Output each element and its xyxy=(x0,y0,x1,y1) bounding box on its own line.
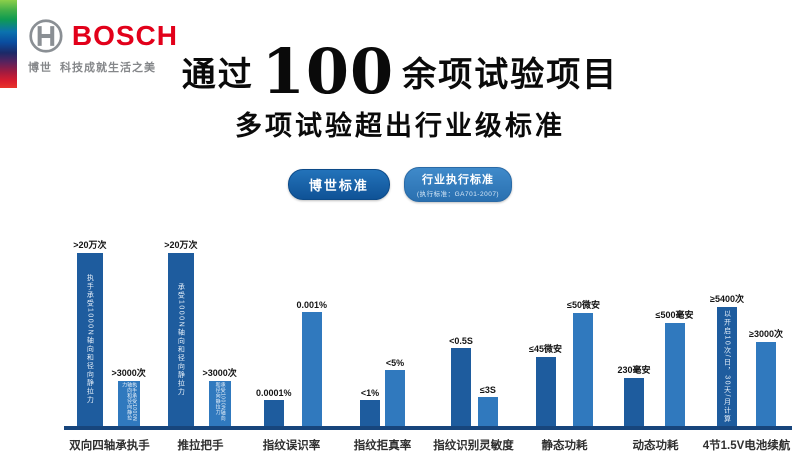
category-label: 动态功耗 xyxy=(632,440,679,452)
bar-group-8: ≥5400次以开启10次/日，30天/月计算 ≥3000次 xyxy=(701,222,792,426)
bar-value-label: ≤50微安 xyxy=(567,300,600,310)
bar-bosch xyxy=(360,400,380,426)
bar-value-label: ≤45微安 xyxy=(529,344,562,354)
bar-bosch: >20万次承受1000N轴向和径向静拉力 xyxy=(164,238,198,426)
bar-industry: ≤3S xyxy=(477,385,498,426)
bar-industry: >3000次承受1000N轴向和径向静拉力 xyxy=(203,366,237,426)
title-suffix: 余项试验项目 xyxy=(402,56,619,95)
bosch-tagline-cn: 博世 xyxy=(28,62,52,74)
legend-industry-subtext: (执行标准：GA701-2007) xyxy=(416,191,500,198)
chart-baseline xyxy=(64,426,792,430)
bar-inner-text: 执手承受1000N轴向和径向静拉力 xyxy=(86,274,94,405)
title-prefix: 通过 xyxy=(181,56,254,95)
bar-inner-text: 以开启10次/日，30天/月计算 xyxy=(723,309,731,424)
bar-pair: ≥5400次以开启10次/日，30天/月计算 ≥3000次 xyxy=(710,292,783,426)
bar-pair: >20万次 执手承受1000N轴向和径向静拉力 >3000次 执手承受1000N轴向和… xyxy=(73,238,146,426)
bar-industry xyxy=(301,312,322,426)
category-label: 推拉把手 xyxy=(177,440,224,452)
bar-bosch: ≤45微安 xyxy=(529,342,562,426)
bar-pair: >20万次 承受1000N轴向和径向静拉力 >3000次 承受1000N轴向和径向静拉… xyxy=(164,238,237,426)
bosch-tagline: 博世 科技成就生活之美 xyxy=(28,59,178,75)
bar-value-label: >3000次 xyxy=(202,368,237,378)
bar-industry: >3000次执手承受1000N轴向和径向静拉力 xyxy=(112,366,146,426)
bar-value-label: <5% xyxy=(385,358,405,368)
bar-industry xyxy=(385,370,405,426)
bar-value-label: <0.5S xyxy=(449,336,473,346)
bar-value-label: ≤500毫安 xyxy=(655,310,694,320)
category-label: 指纹识别灵敏度 xyxy=(433,440,514,452)
bar-groups-row: >20万次 执手承受1000N轴向和径向静拉力 >3000次 执手承受1000N轴向和… xyxy=(64,222,792,426)
bar-bosch: 以开启10次/日，30天/月计算 xyxy=(717,307,738,426)
bar-inner-text: 执手承受1000N轴向和径向静拉力 xyxy=(121,381,138,422)
bar-group-2: >20万次 承受1000N轴向和径向静拉力 >3000次 承受1000N轴向和径向静拉… xyxy=(155,222,246,426)
bar-inner-text: 承受1000N轴向和径向静拉力 xyxy=(177,282,185,397)
bosch-logo: BOSCH 博世 科技成就生活之美 xyxy=(28,18,178,75)
category-label: 4节1.5V电池续航 xyxy=(702,440,791,452)
bar-bosch: 执手承受1000N轴向和径向静拉力 xyxy=(76,253,103,426)
bar-industry xyxy=(755,342,776,426)
title-number: 100 xyxy=(261,35,395,108)
bar-bosch xyxy=(624,378,645,426)
bar-group-4: <1% <5% xyxy=(337,222,428,426)
bar-value-label: >20万次 xyxy=(73,240,107,250)
bar-pair: 230毫安 ≤500毫安 xyxy=(618,308,694,426)
bar-group-1: >20万次 执手承受1000N轴向和径向静拉力 >3000次 执手承受1000N轴向和… xyxy=(64,222,155,426)
bar-bosch: <1% xyxy=(360,388,380,426)
bar-group-3: 0.0001% 0.001% xyxy=(246,222,337,426)
bar-industry: 0.001% xyxy=(296,300,328,426)
category-label: 双向四轴承执手 xyxy=(69,440,150,452)
bar-value-label: >20万次 xyxy=(164,240,198,250)
bosch-tagline-text: 科技成就生活之美 xyxy=(60,62,156,74)
bosch-wordmark: BOSCH xyxy=(71,20,178,51)
bar-industry: <5% xyxy=(385,358,405,426)
page-title: 通过 100 余项试验项目 多项试验超出行业级标准 xyxy=(0,35,800,143)
bar-bosch xyxy=(451,348,471,426)
bar-chart: >20万次 执手承受1000N轴向和径向静拉力 >3000次 执手承受1000N轴向和… xyxy=(64,222,792,453)
bar-value-label: 230毫安 xyxy=(617,365,651,375)
category-row: 双向四轴承执手 推拉把手 指纹误识率 指纹拒真率 指纹识别灵敏度 静态功耗 动态功耗 4节1.… xyxy=(64,437,792,453)
bar-group-7: 230毫安 ≤500毫安 xyxy=(610,222,701,426)
category-label: 指纹误识率 xyxy=(262,440,321,452)
bar-bosch: 0.0001% xyxy=(256,388,292,426)
bar-industry: ≤500毫安 xyxy=(656,308,694,426)
bar-value-label: ≥3000次 xyxy=(749,329,783,339)
category-label: 指纹拒真率 xyxy=(353,440,412,452)
bar-pair: ≤45微安 ≤50微安 xyxy=(529,298,600,426)
bar-value-label: <1% xyxy=(360,388,380,398)
bar-industry xyxy=(664,323,685,426)
bar-industry: 承受1000N轴向和径向静拉力 xyxy=(208,381,231,426)
bar-group-5: <0.5S ≤3S xyxy=(428,222,519,426)
bar-bosch: ≥5400次以开启10次/日，30天/月计算 xyxy=(710,292,744,426)
bar-industry: ≥3000次 xyxy=(749,327,783,426)
bar-pair: <0.5S ≤3S xyxy=(449,336,498,426)
bar-industry xyxy=(477,397,498,426)
bar-value-label: 0.0001% xyxy=(255,388,292,398)
chart-legend: 博世标准 行业执行标准 (执行标准：GA701-2007) xyxy=(0,167,800,202)
legend-industry-label: 行业执行标准 xyxy=(422,174,494,186)
bar-value-label: 0.001% xyxy=(296,300,328,310)
bar-bosch: 承受1000N轴向和径向静拉力 xyxy=(167,253,194,426)
legend-pill-bosch: 博世标准 xyxy=(287,169,390,200)
bar-bosch: 230毫安 xyxy=(618,363,651,426)
bar-value-label: ≤3S xyxy=(479,385,496,395)
bar-inner-text: 承受1000N轴向和径向静拉力 xyxy=(214,381,226,422)
bar-pair: <1% <5% xyxy=(360,358,405,426)
bar-group-6: ≤45微安 ≤50微安 xyxy=(519,222,610,426)
page-subtitle: 多项试验超出行业级标准 xyxy=(235,110,565,141)
bosch-armature-icon xyxy=(29,19,63,53)
bar-industry: 执手承受1000N轴向和径向静拉力 xyxy=(117,381,140,426)
bar-bosch xyxy=(263,400,284,426)
bar-bosch: <0.5S xyxy=(449,336,473,426)
bar-bosch: >20万次执手承受1000N轴向和径向静拉力 xyxy=(73,238,107,426)
bar-bosch xyxy=(535,357,556,426)
category-label: 静态功耗 xyxy=(541,440,588,452)
bosch-supergraphic-strip xyxy=(0,0,17,88)
bar-industry xyxy=(573,313,594,426)
bar-value-label: ≥5400次 xyxy=(710,294,744,304)
bar-value-label: >3000次 xyxy=(111,368,146,378)
bar-pair: 0.0001% 0.001% xyxy=(256,300,327,426)
legend-pill-industry: 行业执行标准 (执行标准：GA701-2007) xyxy=(403,167,513,202)
bar-industry: ≤50微安 xyxy=(567,298,600,426)
